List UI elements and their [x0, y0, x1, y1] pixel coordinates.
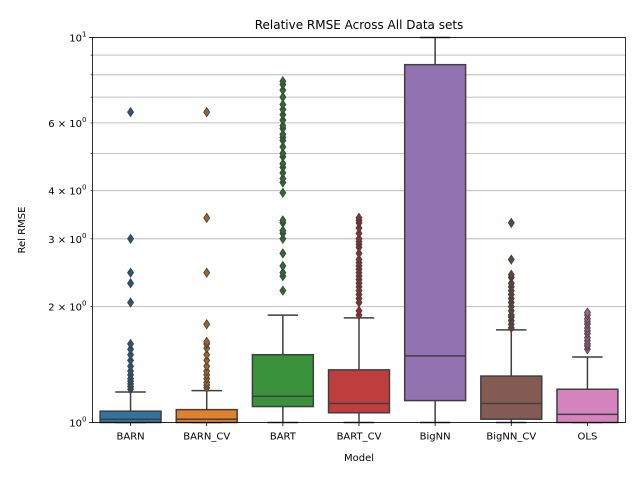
- outlier-point: [279, 129, 287, 140]
- outlier-point: [127, 344, 135, 355]
- outlier-point: [279, 285, 287, 296]
- x-tick-label: BigNN: [420, 432, 451, 443]
- iqr-box: [175, 408, 238, 424]
- outlier-point: [507, 278, 515, 289]
- iqr-box: [556, 388, 619, 424]
- outlier-point: [507, 254, 515, 265]
- outlier-point: [127, 355, 135, 366]
- outlier-point: [203, 318, 211, 330]
- outlier-point: [203, 336, 211, 348]
- outlier-point: [279, 114, 287, 126]
- outlier-point: [279, 225, 287, 236]
- box-barn-cv: [175, 106, 238, 424]
- outlier-point: [203, 267, 211, 278]
- outlier-point: [127, 233, 135, 245]
- outlier-point: [279, 109, 287, 120]
- outlier-point: [355, 254, 363, 265]
- box-bignn-cv: [480, 217, 543, 424]
- outlier-point: [279, 167, 287, 179]
- x-axis-label: Model: [344, 453, 374, 464]
- outlier-point: [355, 228, 363, 239]
- plot-area: [99, 36, 619, 424]
- x-axis-ticks: BARN BARN_CV BART BART_CV BigNN BigNN_CV OLS: [117, 422, 598, 443]
- y-tick-label: 3 × 100: [48, 232, 86, 246]
- outlier-point: [127, 361, 135, 372]
- x-tick-label: BART: [270, 432, 297, 443]
- outlier-point: [355, 212, 363, 224]
- box-ols: [556, 307, 619, 424]
- outlier-point: [279, 75, 287, 87]
- outlier-point: [279, 84, 287, 96]
- outlier-point: [279, 248, 287, 259]
- outlier-point: [127, 106, 135, 118]
- outlier-point: [279, 158, 287, 169]
- iqr-box: [403, 63, 467, 402]
- x-tick-label: BARN_CV: [183, 432, 230, 443]
- outlier-point: [355, 248, 363, 259]
- x-tick-label: BARN: [117, 432, 145, 443]
- x-tick-label: BigNN_CV: [486, 432, 536, 443]
- outlier-point: [355, 233, 363, 245]
- x-tick-label: BART_CV: [337, 432, 382, 443]
- outlier-point: [279, 141, 287, 153]
- outlier-point: [583, 307, 591, 318]
- outlier-point: [127, 278, 135, 289]
- x-tick-label: OLS: [578, 432, 598, 443]
- iqr-box: [251, 353, 315, 408]
- y-tick-label: 4 × 100: [48, 184, 86, 198]
- iqr-box: [480, 375, 543, 420]
- y-tick-label: 6 × 100: [48, 116, 86, 130]
- iqr-box: [327, 369, 391, 414]
- y-tick-label: 2 × 100: [48, 300, 86, 314]
- chart-title: Relative RMSE Across All Data sets: [255, 18, 464, 32]
- outlier-point: [279, 215, 287, 226]
- outlier-point: [279, 260, 287, 272]
- iqr-box: [99, 410, 162, 424]
- y-axis-label: Rel RMSE: [17, 207, 28, 254]
- outlier-point: [279, 233, 287, 245]
- outlier-point: [203, 361, 211, 372]
- outlier-point: [279, 173, 287, 184]
- axes-frame: [92, 37, 626, 423]
- outlier-point: [127, 267, 135, 278]
- outlier-point: [203, 212, 211, 224]
- outlier-point: [279, 267, 287, 278]
- outlier-point: [127, 297, 135, 308]
- box-bignn: [403, 36, 467, 424]
- box-bart-cv: [327, 212, 391, 424]
- outlier-point: [355, 305, 363, 317]
- outlier-point: [279, 91, 287, 103]
- outlier-point: [279, 187, 287, 199]
- outlier-point: [203, 349, 211, 360]
- outlier-point: [203, 355, 211, 366]
- outlier-point: [507, 269, 515, 280]
- outlier-point: [127, 338, 135, 350]
- outlier-point: [279, 148, 287, 159]
- outlier-point: [279, 120, 287, 131]
- outlier-point: [203, 106, 211, 118]
- outlier-point: [507, 217, 515, 229]
- outlier-point: [279, 99, 287, 110]
- box-bart: [251, 75, 315, 424]
- outlier-point: [127, 349, 135, 360]
